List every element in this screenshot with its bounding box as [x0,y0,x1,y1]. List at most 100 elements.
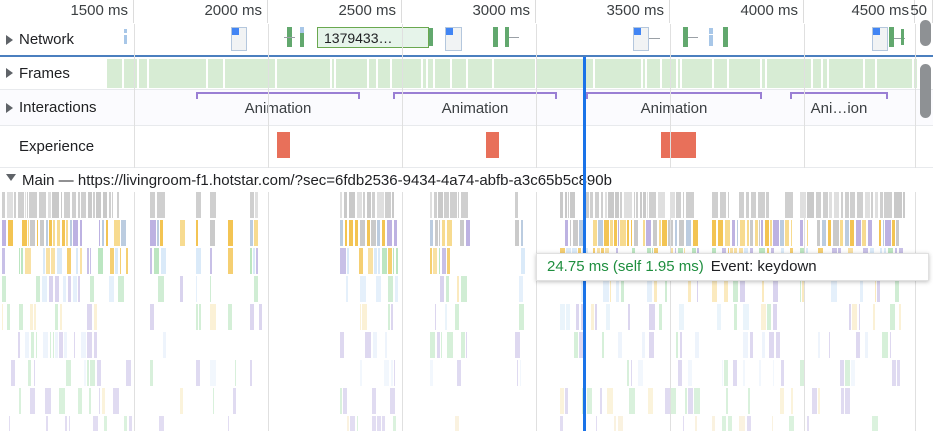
frame[interactable] [107,59,123,88]
flame-bar[interactable] [565,192,567,218]
flame-bar[interactable] [372,192,375,218]
flame-bar[interactable] [845,360,850,386]
flame-bar[interactable] [388,304,390,330]
track-main-header[interactable]: Main — https://livingroom-f1.hotstar.com… [0,168,933,192]
flame-bar[interactable] [570,192,575,218]
flame-bar[interactable] [360,304,361,330]
frame[interactable] [208,59,224,88]
flame-bar[interactable] [199,304,201,330]
flame-bar[interactable] [78,192,80,218]
flame-bar[interactable] [447,332,453,358]
flame-bar[interactable] [102,220,104,246]
flame-bar[interactable] [755,220,758,246]
flame-bar[interactable] [800,220,803,246]
flame-bar[interactable] [43,332,48,358]
flame-bar[interactable] [46,416,48,431]
flame-bar[interactable] [800,192,806,218]
interaction-animation[interactable]: Ani…ion [790,92,888,124]
flame-bar[interactable] [430,360,433,386]
flame-bar[interactable] [583,192,589,218]
flame-bar[interactable] [384,360,389,386]
flame-bar[interactable] [734,304,737,330]
flame-bar[interactable] [363,192,365,218]
flame-bar[interactable] [712,192,718,218]
flame-bar[interactable] [64,332,67,358]
flame-bar[interactable] [717,304,721,330]
flame-bar[interactable] [631,220,632,246]
flame-bar[interactable] [728,416,732,431]
track-network[interactable]: Network 1379433… [0,24,933,57]
flame-bar[interactable] [117,192,119,218]
flame-bar[interactable] [642,332,645,358]
flame-row[interactable] [0,360,933,386]
flame-bar[interactable] [120,248,121,274]
flame-bar[interactable] [81,192,86,218]
flame-bar[interactable] [437,332,440,358]
flame-bar[interactable] [565,220,568,246]
flame-bar[interactable] [256,248,258,274]
flame-bar[interactable] [455,416,459,431]
flame-bar[interactable] [8,220,13,246]
interaction-animation[interactable]: Animation [586,92,762,124]
network-request-document[interactable] [231,27,247,51]
flame-bar[interactable] [196,192,201,218]
flame-bar[interactable] [833,220,839,246]
flame-bar[interactable] [59,332,63,358]
flame-bar[interactable] [773,360,774,386]
flame-bar[interactable] [362,304,367,330]
flame-bar[interactable] [519,276,523,302]
flame-bar[interactable] [180,276,183,302]
flame-bar[interactable] [595,192,599,218]
flame-bar[interactable] [780,388,784,414]
flame-bar[interactable] [770,220,772,246]
flame-bar[interactable] [150,304,154,330]
flame-bar[interactable] [377,192,384,218]
flame-bar[interactable] [636,192,638,218]
flame-bar[interactable] [862,220,866,246]
flame-bar[interactable] [96,192,101,218]
flame-bar[interactable] [574,332,578,358]
flame-bar[interactable] [74,332,75,358]
flame-bar[interactable] [598,220,603,246]
flame-bar[interactable] [94,332,97,358]
flame-bar[interactable] [573,220,578,246]
playhead-marker[interactable] [583,57,586,431]
flame-bar[interactable] [621,276,624,302]
flame-bar[interactable] [94,304,97,330]
flame-bar[interactable] [766,192,769,218]
flame-bar[interactable] [640,192,642,218]
flame-bar[interactable] [566,304,570,330]
flame-bar[interactable] [2,192,5,218]
track-interactions[interactable]: Animation Animation Animation Ani…ion Inter… [0,90,933,126]
flame-bar[interactable] [614,220,617,246]
flame-bar[interactable] [378,248,380,274]
flame-bar[interactable] [581,304,583,330]
flame-bar[interactable] [762,276,764,302]
flame-row[interactable] [0,304,933,330]
flame-bar[interactable] [831,276,837,302]
main-thread-flame-chart[interactable] [0,192,933,431]
flame-bar[interactable] [668,220,673,246]
flame-bar[interactable] [435,220,438,246]
flame-bar[interactable] [447,248,450,274]
frame[interactable] [468,59,493,88]
flame-bar[interactable] [37,220,38,246]
flame-bar[interactable] [126,248,128,274]
flame-bar[interactable] [442,248,446,274]
flame-bar[interactable] [762,332,765,358]
flame-bar[interactable] [606,304,610,330]
flame-bar[interactable] [72,192,76,218]
flame-bar[interactable] [7,304,10,330]
flame-bar[interactable] [466,332,467,358]
flame-bar[interactable] [19,304,23,330]
flame-bar[interactable] [892,360,896,386]
flame-bar[interactable] [560,192,563,218]
flame-bar[interactable] [884,192,892,218]
flame-bar[interactable] [11,360,15,386]
flame-bar[interactable] [688,360,692,386]
flame-bar[interactable] [576,304,579,330]
flame-bar[interactable] [73,276,77,302]
flame-bar[interactable] [59,388,65,414]
flame-bar[interactable] [587,388,592,414]
flame-bar[interactable] [445,304,447,330]
